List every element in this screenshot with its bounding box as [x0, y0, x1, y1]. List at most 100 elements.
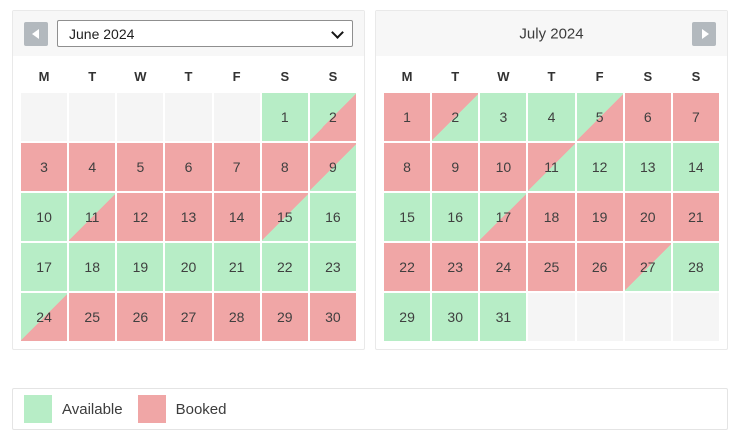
month-title: July 2024 [519, 25, 584, 42]
day-cell[interactable]: 18 [528, 193, 575, 241]
day-cell[interactable]: 22 [261, 243, 308, 291]
empty-cell [213, 93, 260, 141]
day-cell[interactable]: 9 [432, 143, 479, 191]
left-calendar-header: June 2024 [13, 11, 364, 56]
empty-cell [576, 293, 623, 341]
day-cell[interactable]: 19 [576, 193, 623, 241]
day-cell[interactable]: 15 [384, 193, 431, 241]
day-cell[interactable]: 14 [672, 143, 719, 191]
left-calendar-grid: 1 2 3 4 5 6 7 8 9 10 11 12 13 14 15 16 17 18 19 20 21 22 23 24 2… [13, 93, 364, 349]
weekday-label: T [547, 69, 556, 84]
day-cell[interactable]: 18 [69, 243, 116, 291]
day-cell[interactable]: 6 [624, 93, 671, 141]
weekday-label: S [328, 69, 338, 84]
day-cell[interactable]: 28 [213, 293, 260, 341]
weekday-label: M [38, 69, 50, 84]
day-cell[interactable]: 20 [624, 193, 671, 241]
day-cell[interactable]: 21 [672, 193, 719, 241]
weekday-label: T [184, 69, 193, 84]
day-cell[interactable]: 12 [576, 143, 623, 191]
arrow-left-icon [31, 28, 39, 39]
day-cell[interactable]: 8 [261, 143, 308, 191]
day-cell[interactable]: 1 [261, 93, 308, 141]
arrow-right-icon [701, 28, 709, 39]
day-cell[interactable]: 24 [480, 243, 527, 291]
month-select[interactable]: June 2024 [57, 20, 353, 47]
right-calendar-header: July 2024 [376, 11, 727, 56]
day-cell[interactable]: 16 [432, 193, 479, 241]
day-cell[interactable]: 10 [21, 193, 68, 241]
empty-cell [21, 93, 68, 141]
day-cell[interactable]: 8 [384, 143, 431, 191]
legend-booked-swatch [137, 395, 166, 423]
day-cell[interactable]: 11 [528, 143, 575, 191]
weekday-label: S [643, 69, 653, 84]
empty-cell [624, 293, 671, 341]
day-cell[interactable]: 24 [21, 293, 68, 341]
day-cell[interactable]: 17 [480, 193, 527, 241]
weekday-label: F [595, 69, 604, 84]
day-cell[interactable]: 27 [624, 243, 671, 291]
day-cell[interactable]: 7 [213, 143, 260, 191]
day-cell[interactable]: 22 [384, 243, 431, 291]
day-cell[interactable]: 30 [432, 293, 479, 341]
day-cell[interactable]: 2 [309, 93, 356, 141]
weekday-label: T [451, 69, 460, 84]
day-cell[interactable]: 20 [165, 243, 212, 291]
day-cell[interactable]: 25 [528, 243, 575, 291]
day-cell[interactable]: 26 [576, 243, 623, 291]
day-cell[interactable]: 23 [309, 243, 356, 291]
day-cell[interactable]: 13 [165, 193, 212, 241]
weekday-label: T [88, 69, 97, 84]
weekday-label: S [280, 69, 290, 84]
day-cell[interactable]: 2 [432, 93, 479, 141]
day-cell[interactable]: 13 [624, 143, 671, 191]
legend-booked-label: Booked [175, 400, 227, 418]
day-cell[interactable]: 7 [672, 93, 719, 141]
day-cell[interactable]: 16 [309, 193, 356, 241]
day-cell[interactable]: 3 [21, 143, 68, 191]
day-cell[interactable]: 29 [261, 293, 308, 341]
weekday-label: F [232, 69, 241, 84]
day-cell[interactable]: 17 [21, 243, 68, 291]
empty-cell [672, 293, 719, 341]
day-cell[interactable]: 14 [213, 193, 260, 241]
empty-cell [528, 293, 575, 341]
next-month-button[interactable] [692, 21, 716, 46]
day-cell[interactable]: 31 [480, 293, 527, 341]
month-select-wrap: June 2024 [57, 20, 353, 47]
day-cell[interactable]: 5 [576, 93, 623, 141]
legend-available-label: Available [62, 400, 123, 418]
prev-month-button[interactable] [24, 21, 48, 46]
day-cell[interactable]: 10 [480, 143, 527, 191]
day-cell[interactable]: 21 [213, 243, 260, 291]
day-cell[interactable]: 29 [384, 293, 431, 341]
day-cell[interactable]: 11 [69, 193, 116, 241]
day-cell[interactable]: 5 [117, 143, 164, 191]
weekday-label: W [497, 69, 510, 84]
day-cell[interactable]: 19 [117, 243, 164, 291]
empty-cell [165, 93, 212, 141]
day-cell[interactable]: 4 [69, 143, 116, 191]
legend: Available Booked [12, 388, 728, 430]
day-cell[interactable]: 27 [165, 293, 212, 341]
day-cell[interactable]: 23 [432, 243, 479, 291]
weekday-label: M [401, 69, 413, 84]
day-cell[interactable]: 3 [480, 93, 527, 141]
day-cell[interactable]: 4 [528, 93, 575, 141]
weekday-label: W [134, 69, 147, 84]
day-cell[interactable]: 28 [672, 243, 719, 291]
day-cell[interactable]: 25 [69, 293, 116, 341]
day-cell[interactable]: 15 [261, 193, 308, 241]
day-cell[interactable]: 12 [117, 193, 164, 241]
day-cell[interactable]: 1 [384, 93, 431, 141]
day-cell[interactable]: 26 [117, 293, 164, 341]
day-cell[interactable]: 9 [309, 143, 356, 191]
day-cell[interactable]: 30 [309, 293, 356, 341]
day-cell[interactable]: 6 [165, 143, 212, 191]
